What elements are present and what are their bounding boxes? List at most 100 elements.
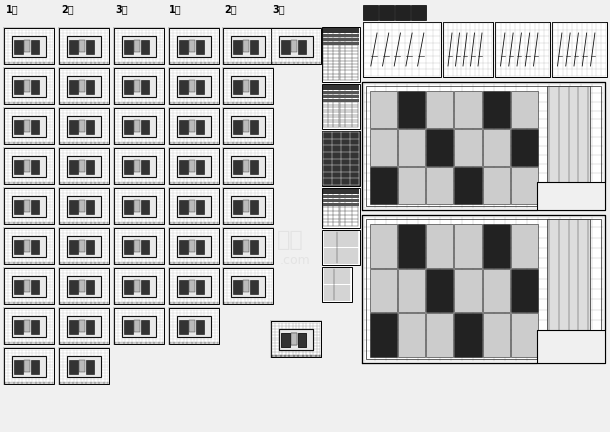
Bar <box>233 120 242 133</box>
Bar <box>188 160 195 172</box>
Bar <box>323 189 359 194</box>
Bar <box>222 107 274 145</box>
Bar <box>322 230 360 265</box>
Bar <box>3 27 55 65</box>
Bar <box>141 280 149 293</box>
Bar <box>370 167 397 204</box>
Bar <box>31 320 40 334</box>
Bar <box>370 224 397 268</box>
Bar <box>58 267 110 305</box>
Bar <box>114 68 164 104</box>
Bar <box>169 68 219 104</box>
Bar <box>134 320 140 333</box>
Bar <box>69 160 77 174</box>
Bar <box>243 280 249 292</box>
Bar <box>281 40 290 54</box>
Bar <box>398 167 425 204</box>
Bar <box>59 228 109 264</box>
Bar <box>113 27 165 65</box>
Bar <box>67 316 101 337</box>
Bar <box>179 120 187 133</box>
Bar <box>14 200 23 213</box>
Bar <box>511 269 538 312</box>
Bar <box>454 91 481 128</box>
Bar <box>79 40 85 52</box>
Bar <box>537 330 605 363</box>
Bar <box>188 200 195 213</box>
Bar <box>124 240 132 254</box>
Bar <box>123 156 156 177</box>
Bar <box>323 28 359 33</box>
Bar <box>290 40 297 52</box>
Bar <box>233 40 242 54</box>
Bar <box>323 95 359 98</box>
Bar <box>86 360 95 374</box>
Bar <box>370 129 397 166</box>
Bar <box>59 268 109 304</box>
Bar <box>14 280 23 293</box>
Bar <box>169 188 219 224</box>
Bar <box>58 347 110 385</box>
Bar <box>511 167 538 204</box>
Bar <box>223 188 273 224</box>
Bar <box>196 320 204 334</box>
Bar <box>168 67 220 105</box>
Bar <box>223 228 273 264</box>
Bar <box>168 107 220 145</box>
Bar <box>552 22 607 77</box>
Bar <box>124 40 132 54</box>
Bar <box>12 76 46 97</box>
Bar <box>124 120 132 133</box>
Bar <box>196 200 204 213</box>
Bar <box>511 224 538 268</box>
Bar <box>454 129 481 166</box>
Bar <box>69 80 77 93</box>
Bar <box>69 120 77 133</box>
Bar <box>58 107 110 145</box>
Bar <box>12 36 46 57</box>
Bar <box>58 147 110 185</box>
Bar <box>322 27 360 82</box>
Bar <box>58 307 110 345</box>
Bar <box>4 68 54 104</box>
Bar <box>86 240 95 254</box>
Text: 3栋: 3栋 <box>115 4 127 14</box>
Bar <box>4 348 54 384</box>
Bar <box>426 224 453 268</box>
Bar <box>323 203 359 206</box>
Bar <box>31 200 40 213</box>
Bar <box>12 236 46 257</box>
Bar <box>169 268 219 304</box>
Bar <box>24 280 30 292</box>
Bar <box>113 187 165 225</box>
Bar <box>370 269 397 312</box>
Bar <box>188 320 195 333</box>
Bar <box>281 333 290 346</box>
Bar <box>114 188 164 224</box>
Bar <box>250 200 259 213</box>
Bar <box>79 160 85 172</box>
Bar <box>31 160 40 174</box>
Bar <box>134 120 140 133</box>
Bar <box>511 129 538 166</box>
Bar <box>123 276 156 297</box>
Bar <box>24 40 30 52</box>
Bar <box>323 91 359 94</box>
Bar <box>362 82 605 210</box>
Bar <box>86 80 95 93</box>
Bar <box>196 280 204 293</box>
Bar <box>443 22 493 77</box>
Bar <box>124 280 132 293</box>
Bar <box>141 160 149 174</box>
Bar <box>123 36 156 57</box>
Bar <box>366 86 601 206</box>
Bar <box>178 276 211 297</box>
Bar <box>188 80 195 92</box>
Bar <box>24 160 30 172</box>
Bar <box>323 195 359 198</box>
Bar <box>222 147 274 185</box>
Bar <box>398 91 425 128</box>
Bar <box>322 188 360 228</box>
Bar <box>188 40 195 52</box>
Bar <box>169 148 219 184</box>
